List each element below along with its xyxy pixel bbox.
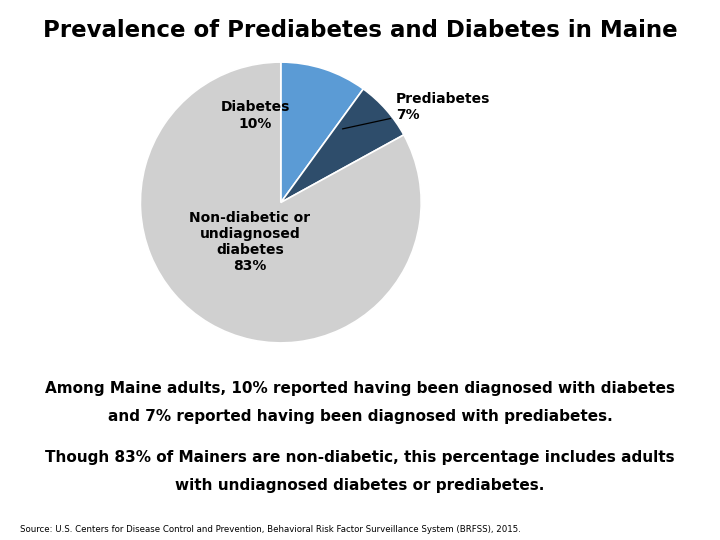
- Text: Among Maine adults, 10% reported having been diagnosed with diabetes: Among Maine adults, 10% reported having …: [45, 381, 675, 396]
- Text: Prediabetes
7%: Prediabetes 7%: [343, 92, 490, 129]
- Text: Non-diabetic or
undiagnosed
diabetes
83%: Non-diabetic or undiagnosed diabetes 83%: [189, 211, 310, 273]
- Text: Source: U.S. Centers for Disease Control and Prevention, Behavioral Risk Factor : Source: U.S. Centers for Disease Control…: [20, 524, 521, 534]
- Wedge shape: [140, 62, 421, 343]
- Wedge shape: [281, 89, 404, 202]
- Text: Diabetes
10%: Diabetes 10%: [221, 100, 290, 131]
- Text: Though 83% of Mainers are non-diabetic, this percentage includes adults: Though 83% of Mainers are non-diabetic, …: [45, 450, 675, 465]
- Wedge shape: [281, 62, 364, 202]
- Text: with undiagnosed diabetes or prediabetes.: with undiagnosed diabetes or prediabetes…: [175, 478, 545, 493]
- Text: and 7% reported having been diagnosed with prediabetes.: and 7% reported having been diagnosed wi…: [107, 409, 613, 424]
- Text: Prevalence of Prediabetes and Diabetes in Maine: Prevalence of Prediabetes and Diabetes i…: [42, 19, 678, 42]
